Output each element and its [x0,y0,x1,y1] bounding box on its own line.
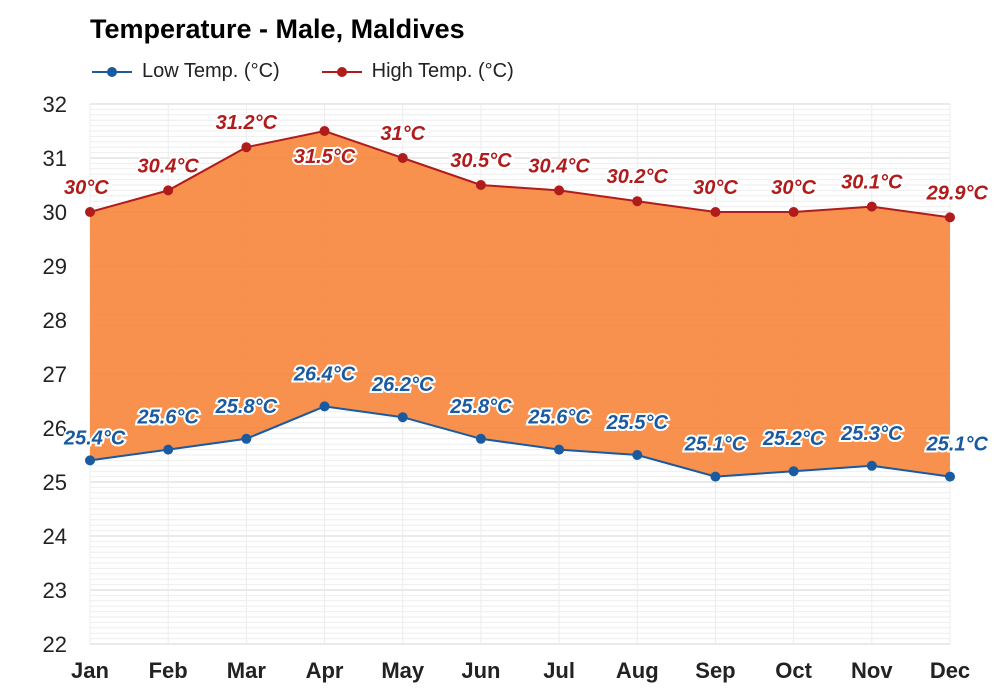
legend-high-label: High Temp. (°C) [371,60,514,82]
low-temp-line [89,405,951,478]
x-tick-label: Mar [227,658,267,683]
high-temp-data-label: 31.2°C [216,112,278,134]
high-temp-point [788,207,799,217]
low-temp-data-label: 26.2°C [371,374,434,396]
x-tick-label: Jan [71,658,109,683]
legend-item-low[interactable]: Low Temp. (°C) [90,60,280,83]
y-tick-label: 24 [43,524,67,549]
low-temp-point [163,444,174,455]
low-temp-point [475,433,486,444]
high-temp-data-label: 30.4°C [137,155,199,177]
y-tick-label: 22 [43,632,67,657]
legend-low-swatch [92,66,132,77]
y-tick-label: 26 [43,416,67,441]
y-tick-label: 29 [43,254,67,279]
high-temp-point [632,196,643,207]
x-tick-label: Dec [930,658,970,683]
low-temp-data-label: 25.3°C [840,423,903,445]
low-temp-data-label: 25.6°C [136,407,199,429]
high-temp-data-label: 31°C [380,123,425,145]
y-tick-label: 23 [43,578,67,603]
low-temp-data-label: 25.1°C [926,434,989,456]
low-temp-point [710,471,721,482]
high-temp-line [89,129,951,219]
y-tick-label: 28 [43,308,67,333]
low-temp-data-label: 26.4°C [293,363,356,385]
x-tick-label: May [381,658,425,683]
low-temp-data-label: 25.2°C [762,428,825,450]
low-temp-point [945,471,955,482]
low-temp-point [866,460,877,471]
high-temp-point [397,153,408,163]
high-temp-point [85,207,95,217]
x-tick-label: Aug [616,658,659,683]
high-temp-data-label: 29.9°C [926,182,989,204]
legend-low-label: Low Temp. (°C) [142,60,280,82]
y-tick-label: 27 [43,362,67,387]
low-temp-point [319,401,330,412]
legend: Low Temp. (°C) High Temp. (°C) [90,60,554,83]
high-temp-data-label: 31.5°C [294,146,356,168]
high-temp-point [866,201,877,212]
x-tick-label: Nov [851,658,893,683]
high-temp-point [475,180,486,190]
legend-item-high[interactable]: High Temp. (°C) [320,60,514,83]
y-tick-label: 30 [43,200,67,225]
y-tick-label: 25 [43,470,67,495]
low-temp-data-label: 25.4°C [63,427,126,449]
low-temp-data-label: 25.8°C [215,396,278,418]
low-temp-point [397,412,408,423]
x-tick-label: Sep [695,658,735,683]
low-temp-point [788,466,799,477]
x-tick-label: Feb [149,658,188,683]
high-temp-point [241,142,252,153]
low-temp-data-label: 25.8°C [449,396,512,418]
high-temp-data-label: 30.5°C [450,150,512,172]
x-tick-label: Jul [543,658,575,683]
high-temp-point [554,185,565,196]
y-tick-label: 31 [43,146,67,171]
low-temp-point [241,433,252,444]
x-tick-label: Jun [461,658,500,683]
low-temp-point [85,455,95,466]
high-temp-data-label: 30°C [771,177,816,199]
x-tick-label: Oct [775,658,812,683]
low-temp-data-label: 25.1°C [684,434,747,456]
high-temp-point [319,126,330,136]
high-temp-data-label: 30°C [64,177,109,199]
y-tick-label: 32 [43,92,67,117]
x-tick-label: Apr [306,658,344,683]
high-temp-data-label: 30°C [693,177,738,199]
temperature-range-area [90,131,950,477]
low-temp-point [632,450,643,460]
chart-title: Temperature - Male, Maldives [90,14,465,44]
low-temp-point [554,444,565,455]
legend-high-swatch [321,66,362,77]
low-temp-data-label: 25.5°C [606,412,669,434]
high-temp-data-label: 30.2°C [607,166,669,188]
high-temp-data-label: 30.1°C [841,172,903,194]
high-temp-data-label: 30.4°C [528,155,590,177]
low-temp-data-label: 25.6°C [527,407,590,429]
high-temp-point [945,212,955,223]
high-temp-point [710,207,721,217]
high-temp-point [163,185,174,196]
